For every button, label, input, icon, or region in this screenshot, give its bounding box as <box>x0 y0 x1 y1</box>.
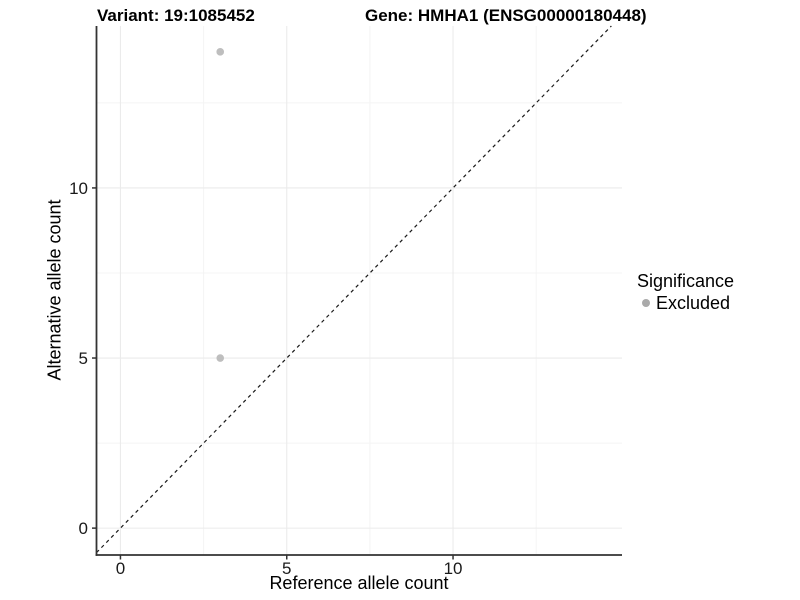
x-axis-title: Reference allele count <box>269 573 449 593</box>
identity-line <box>96 25 612 554</box>
variant-title: Variant: 19:1085452 <box>97 6 255 25</box>
data-point <box>216 354 225 362</box>
legend-point-icon <box>642 299 650 307</box>
y-axis-title: Alternative allele count <box>44 199 65 381</box>
legend-item-label: Excluded <box>656 293 731 313</box>
y-tick-label: 5 <box>79 349 88 368</box>
legend: Significance Excluded <box>637 271 734 313</box>
x-tick-label: 10 <box>444 559 463 578</box>
y-tick-label: 10 <box>69 179 88 198</box>
y-tick-label: 0 <box>79 519 88 538</box>
legend-title: Significance <box>637 271 735 291</box>
gene-title: Gene: HMHA1 (ENSG00000180448) <box>365 6 647 25</box>
x-tick-label: 0 <box>116 559 125 578</box>
legend-item-excluded: Excluded <box>637 293 734 313</box>
data-point <box>216 48 225 56</box>
x-tick-label: 5 <box>282 559 291 578</box>
